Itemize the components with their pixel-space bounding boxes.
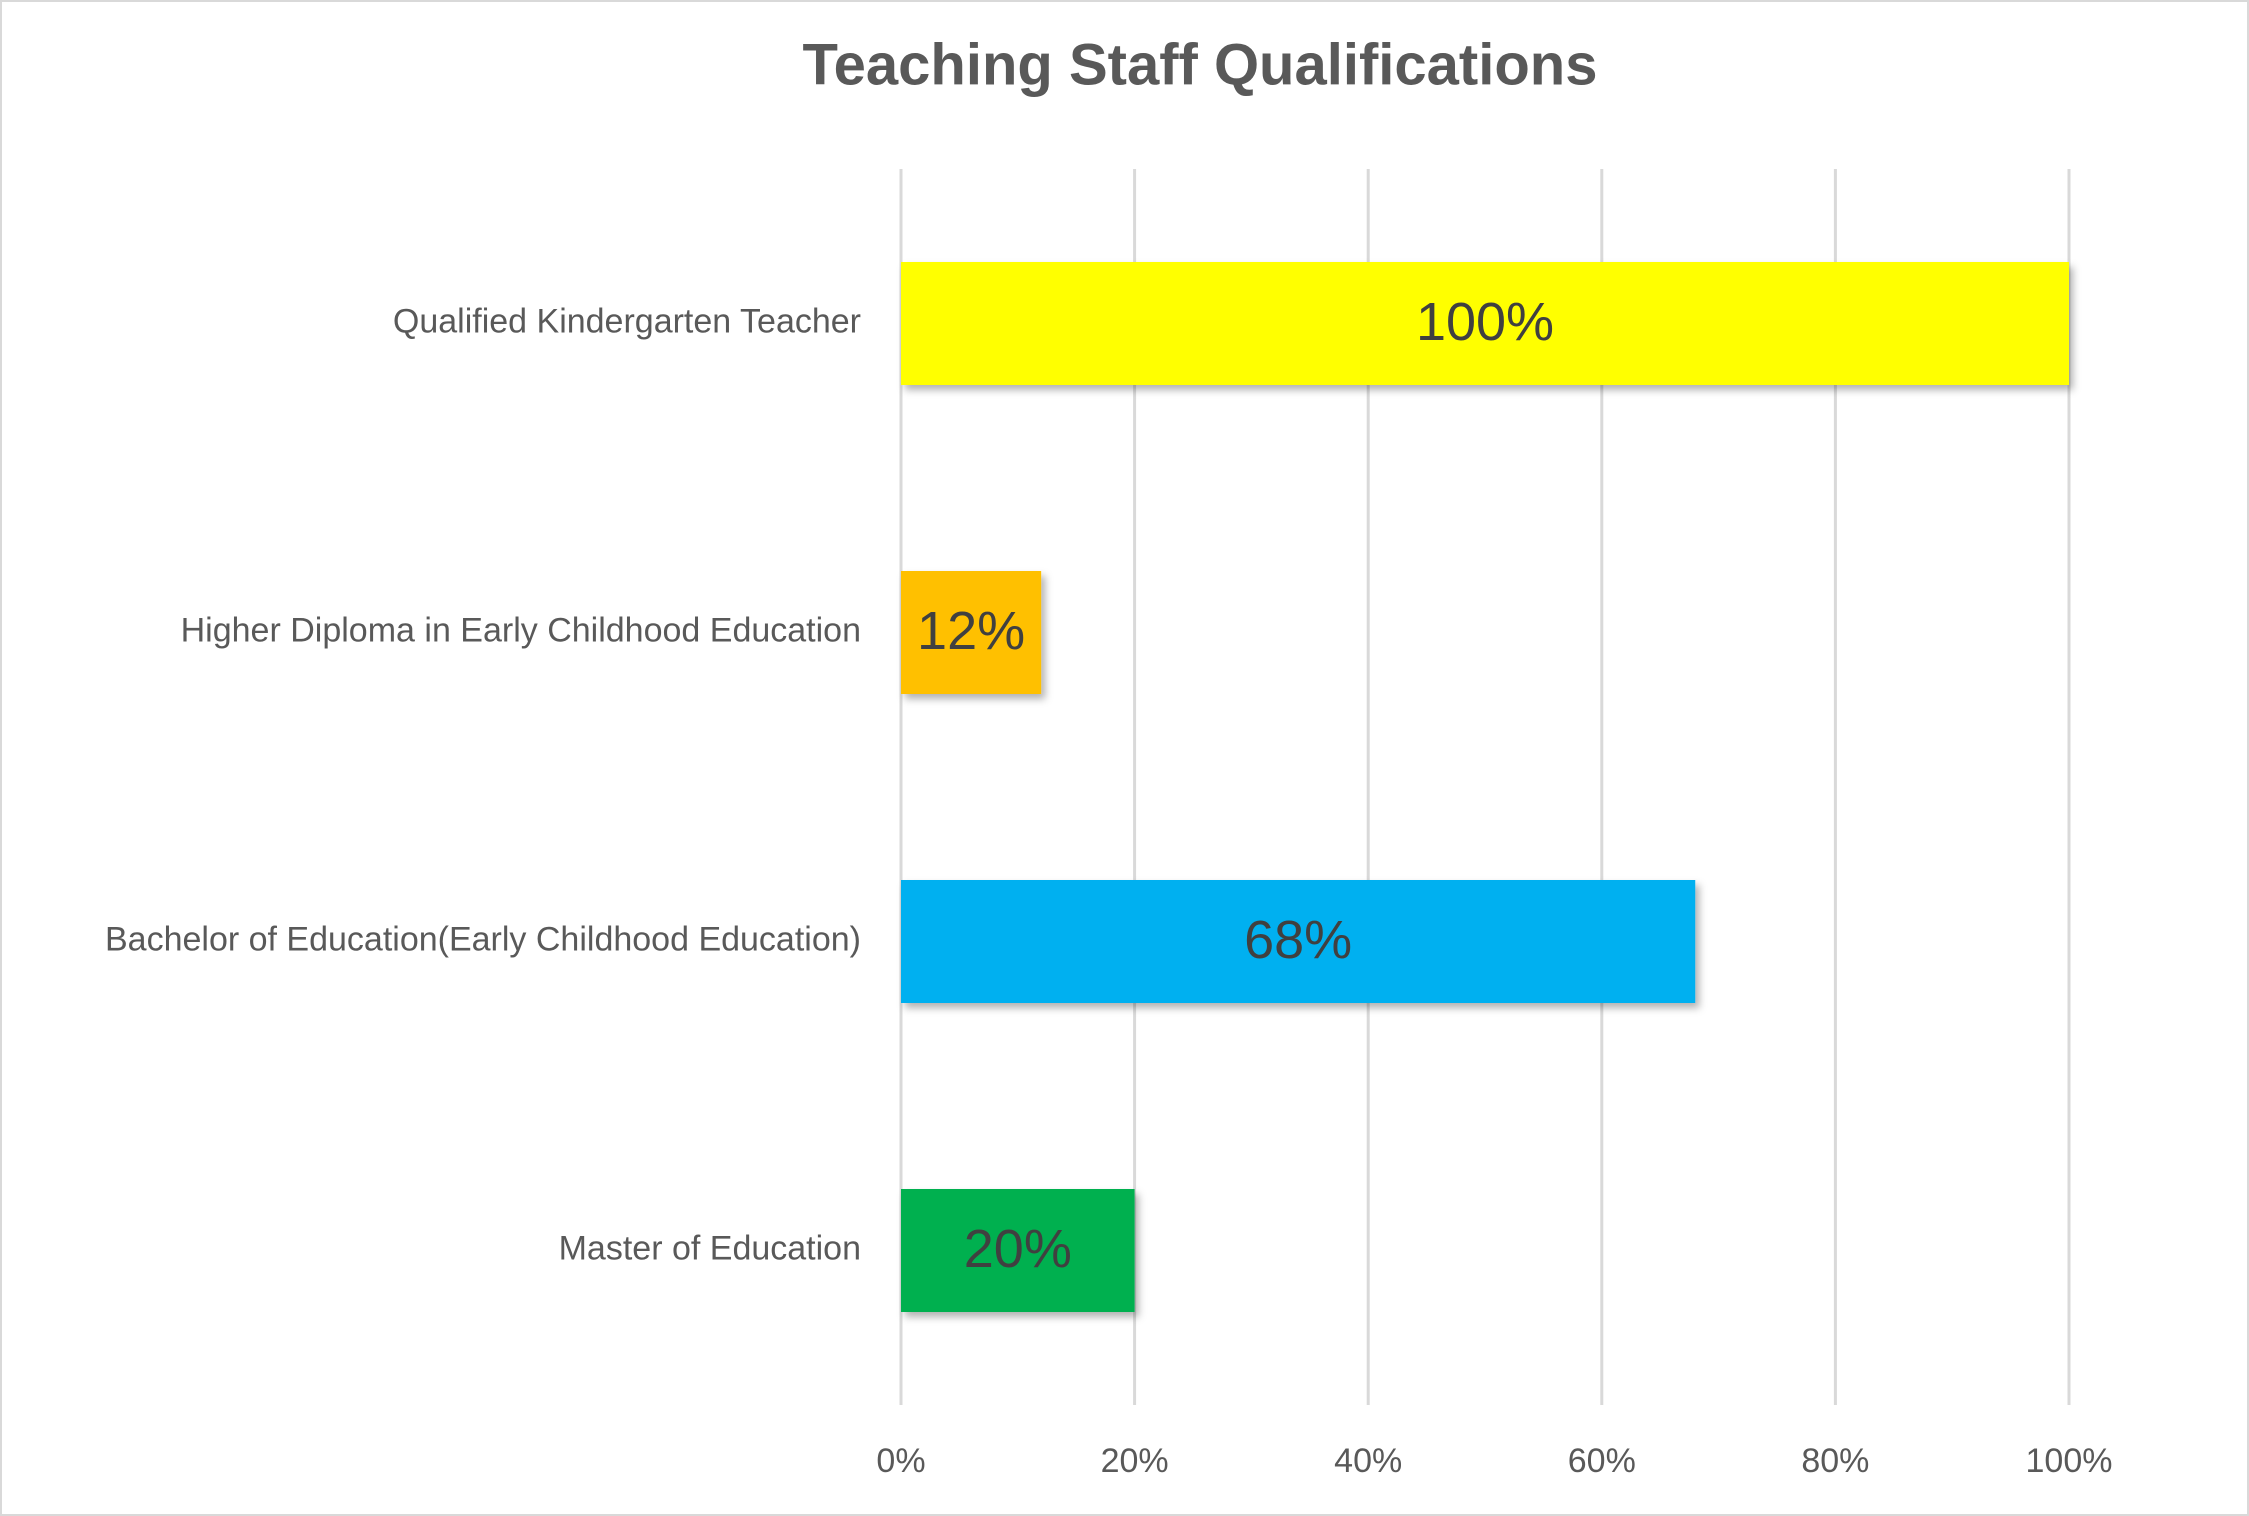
y-tick-label: Master of Education: [559, 1229, 861, 1267]
bar: [901, 571, 1042, 694]
x-tick-label: 0%: [876, 1442, 925, 1480]
bar: [901, 880, 1696, 1003]
x-tick-label: 40%: [1334, 1442, 1402, 1480]
bar: [901, 1189, 1135, 1312]
value-label: 100%: [1416, 292, 1554, 352]
value-label: 20%: [964, 1219, 1072, 1279]
y-tick-label: Bachelor of Education(Early Childhood Ed…: [105, 920, 861, 958]
y-tick-label: Qualified Kindergarten Teacher: [393, 302, 861, 340]
y-tick-label: Higher Diploma in Early Childhood Educat…: [181, 611, 861, 649]
chart-title: Teaching Staff Qualifications: [803, 32, 1598, 97]
x-tick-label: 80%: [1801, 1442, 1869, 1480]
x-tick-label: 100%: [2026, 1442, 2113, 1480]
x-tick-label: 20%: [1101, 1442, 1169, 1480]
bar: [901, 262, 2069, 385]
value-label: 12%: [917, 601, 1025, 661]
value-label: 68%: [1244, 910, 1352, 970]
x-tick-label: 60%: [1568, 1442, 1636, 1480]
